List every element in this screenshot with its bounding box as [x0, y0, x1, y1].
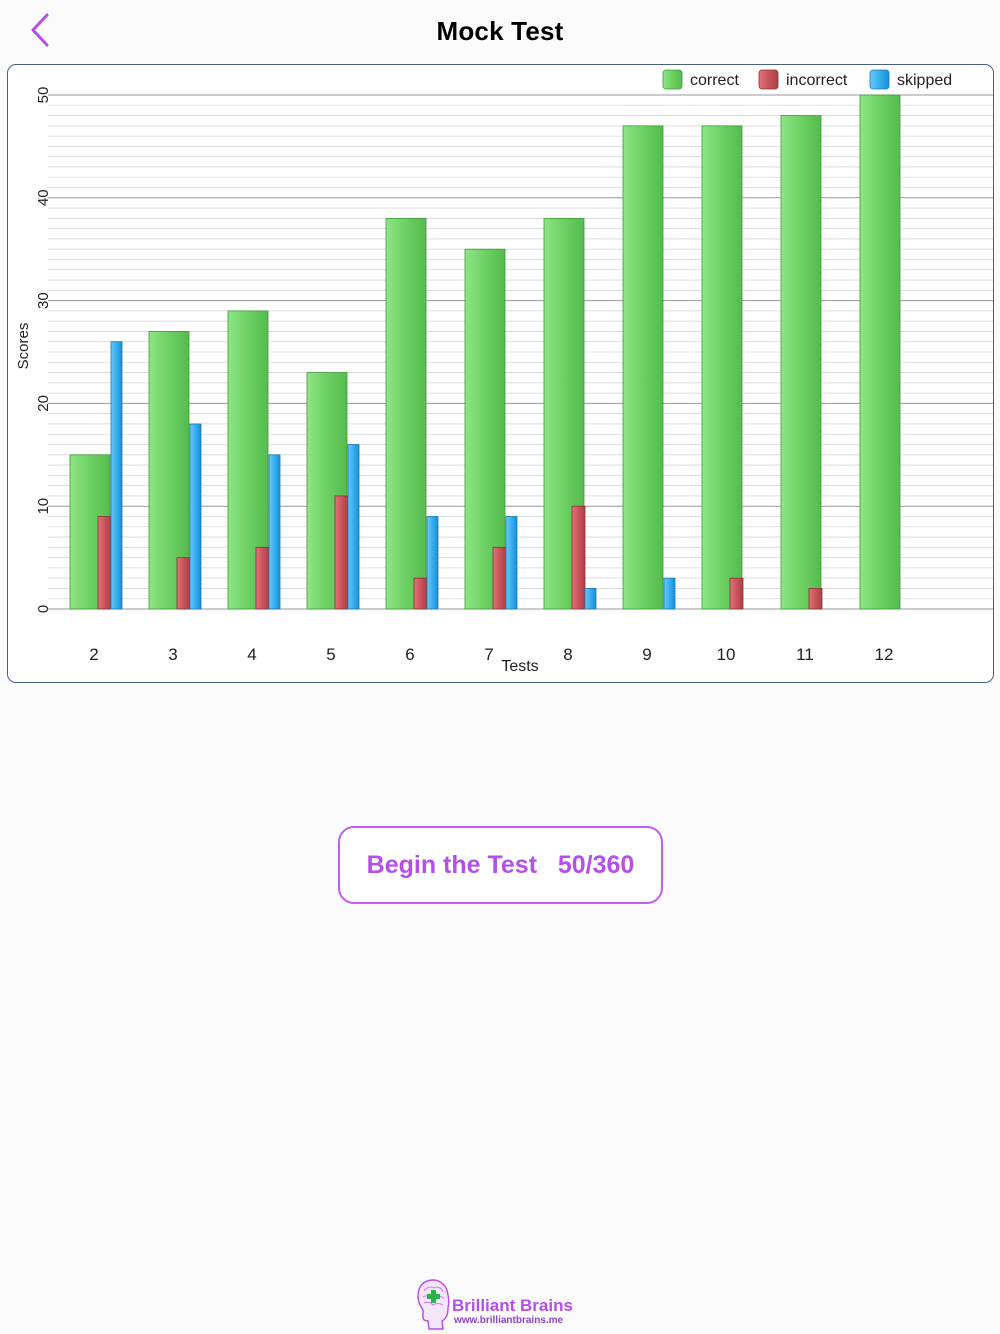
y-tick-label: 40 [35, 189, 52, 206]
x-tick-label: 8 [563, 645, 572, 664]
bar-correct [385, 217, 427, 610]
bar-correct [859, 94, 901, 610]
legend-swatch-skipped [869, 69, 890, 90]
bar-skipped [584, 588, 597, 610]
bar-correct [622, 125, 664, 610]
begin-test-button[interactable]: Begin the Test 50/360 [338, 826, 663, 904]
x-tick-label: 10 [717, 645, 736, 664]
chevron-left-icon [31, 13, 49, 47]
brand-url: www.brilliantbrains.me [454, 1315, 564, 1326]
legend-swatch-correct [662, 69, 683, 90]
y-tick-label: 10 [35, 498, 52, 515]
x-tick-label: 11 [796, 645, 814, 664]
legend-label-skipped: skipped [897, 72, 952, 89]
x-axis-label: Tests [501, 658, 538, 675]
x-tick-label: 6 [405, 645, 414, 664]
x-tick-label: 12 [875, 645, 894, 664]
bars [69, 94, 901, 610]
x-tick-label: 7 [484, 645, 493, 664]
bar-incorrect [729, 577, 744, 610]
legend-label-incorrect: incorrect [786, 72, 848, 89]
bar-incorrect [255, 546, 270, 610]
x-tick-label: 4 [247, 645, 256, 664]
grid-lines [48, 94, 993, 610]
y-tick-label: 0 [35, 605, 52, 613]
nav-bar: Mock Test [0, 0, 1000, 64]
bar-skipped [426, 516, 439, 610]
brand-footer: Brilliant Brains www.brilliantbrains.me [415, 1277, 605, 1333]
y-tick-label: 20 [35, 395, 52, 412]
bar-correct [780, 115, 822, 610]
bar-correct [701, 125, 743, 610]
bar-correct [464, 248, 506, 610]
axis-labels: 0 10 20 30 40 50 Scores 2 3 4 5 6 7 8 9 10 11 12 Tests [15, 87, 893, 675]
bar-incorrect [334, 495, 349, 610]
bar-skipped [110, 341, 123, 610]
bar-skipped [347, 444, 360, 610]
bar-incorrect [492, 546, 507, 610]
y-tick-label: 30 [35, 292, 52, 309]
back-button[interactable] [18, 8, 62, 52]
bar-skipped [663, 577, 676, 610]
bar-skipped [189, 423, 202, 610]
score-chart-svg: 0 10 20 30 40 50 Scores 2 3 4 5 6 7 8 9 10 11 12 Tests cor… [15, 69, 993, 675]
bar-incorrect [413, 577, 428, 610]
bar-incorrect [176, 557, 191, 610]
bar-skipped [268, 454, 281, 610]
x-tick-label: 3 [168, 645, 177, 664]
bar-incorrect [808, 588, 823, 610]
x-tick-label: 2 [89, 645, 98, 664]
x-tick-label: 5 [326, 645, 335, 664]
y-axis-label: Scores [15, 323, 32, 370]
brand-name: Brilliant Brains [452, 1296, 573, 1315]
bar-incorrect [97, 516, 112, 610]
legend-swatch-incorrect [758, 69, 779, 90]
legend-label-correct: correct [690, 72, 739, 89]
bar-skipped [505, 516, 518, 610]
legend: correct incorrect skipped [662, 69, 952, 90]
score-chart: 0 10 20 30 40 50 Scores 2 3 4 5 6 7 8 9 10 11 12 Tests cor… [7, 64, 994, 683]
y-tick-label: 50 [35, 87, 52, 104]
bar-incorrect [571, 505, 586, 610]
brain-head-logo-icon [417, 1279, 450, 1330]
x-tick-label: 9 [642, 645, 651, 664]
page-title: Mock Test [436, 16, 564, 46]
